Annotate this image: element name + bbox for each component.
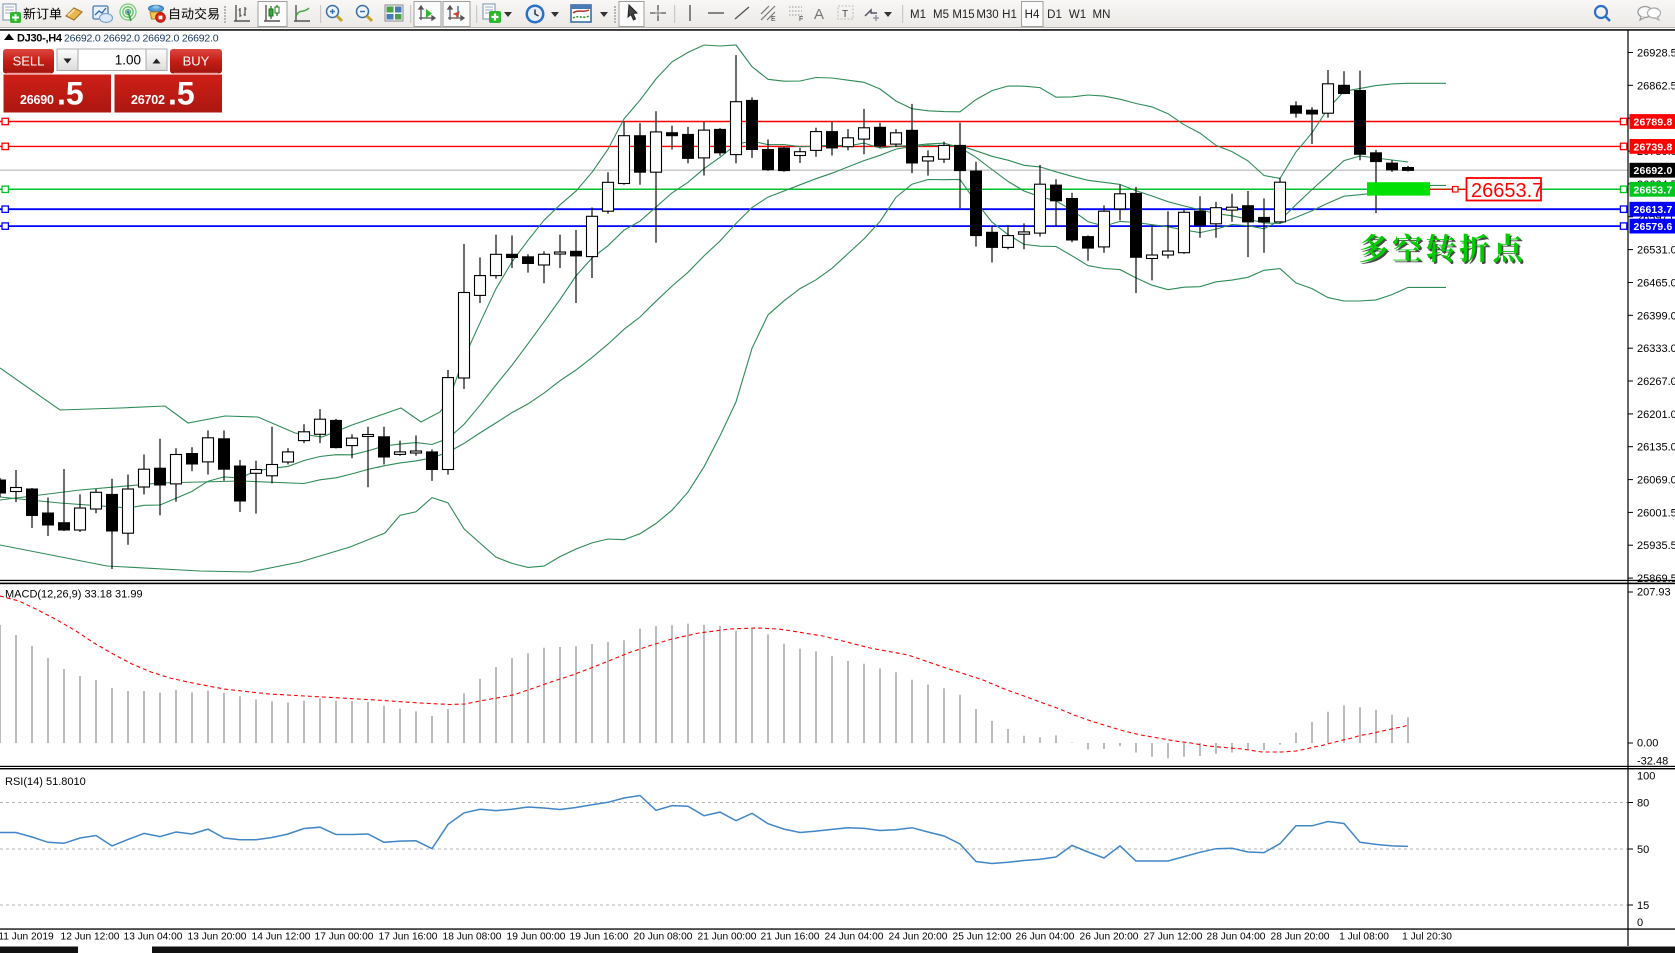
- svg-text:20 Jun 08:00: 20 Jun 08:00: [634, 932, 693, 943]
- svg-text:M15: M15: [952, 9, 974, 21]
- svg-text:W1: W1: [1069, 9, 1086, 21]
- svg-text:H4: H4: [1025, 9, 1040, 21]
- svg-text:BUY: BUY: [183, 54, 210, 69]
- svg-text:F: F: [799, 16, 803, 23]
- svg-text:M30: M30: [976, 9, 998, 21]
- svg-text:SELL: SELL: [13, 54, 45, 69]
- svg-text:24 Jun 04:00: 24 Jun 04:00: [825, 932, 884, 943]
- svg-text:21 Jun 00:00: 21 Jun 00:00: [698, 932, 757, 943]
- svg-text:25935.5: 25935.5: [1637, 540, 1675, 552]
- svg-text:12 Jun 12:00: 12 Jun 12:00: [61, 932, 120, 943]
- svg-text:28 Jun 04:00: 28 Jun 04:00: [1207, 932, 1266, 943]
- svg-text:17 Jun 00:00: 17 Jun 00:00: [315, 932, 374, 943]
- svg-text:26653.7: 26653.7: [1471, 180, 1543, 202]
- svg-text:.5: .5: [57, 76, 84, 112]
- svg-text:RSI(14) 51.8010: RSI(14) 51.8010: [5, 776, 86, 788]
- svg-text:26690: 26690: [20, 93, 54, 107]
- svg-text:M1: M1: [910, 9, 926, 21]
- svg-text:H1: H1: [1002, 9, 1017, 21]
- svg-text:26692.0: 26692.0: [1634, 166, 1673, 177]
- svg-text:26465.0: 26465.0: [1637, 278, 1675, 290]
- svg-text:19 Jun 16:00: 19 Jun 16:00: [570, 932, 629, 943]
- svg-text:25869.5: 25869.5: [1637, 573, 1675, 585]
- svg-text:26692.0 26692.0 26692.0 26692.: 26692.0 26692.0 26692.0 26692.0: [64, 33, 219, 45]
- svg-text:19 Jun 00:00: 19 Jun 00:00: [507, 932, 566, 943]
- svg-text:M5: M5: [933, 9, 949, 21]
- svg-text:0.00: 0.00: [1637, 738, 1658, 750]
- svg-text:1 Jul 08:00: 1 Jul 08:00: [1339, 932, 1389, 943]
- svg-text:26789.8: 26789.8: [1634, 118, 1673, 129]
- svg-text:A: A: [814, 6, 824, 23]
- svg-text:50: 50: [1637, 844, 1649, 856]
- svg-text:15: 15: [1637, 900, 1649, 912]
- svg-text:26531.0: 26531.0: [1637, 245, 1675, 257]
- svg-text:1 Jul 20:30: 1 Jul 20:30: [1402, 932, 1452, 943]
- svg-text:26613.7: 26613.7: [1634, 205, 1673, 216]
- svg-text:26333.0: 26333.0: [1637, 343, 1675, 355]
- svg-text:26739.8: 26739.8: [1634, 142, 1673, 153]
- svg-text:T: T: [842, 9, 848, 20]
- svg-text:26001.5: 26001.5: [1637, 507, 1675, 519]
- svg-text:26135.0: 26135.0: [1637, 442, 1675, 454]
- svg-text:100: 100: [1637, 770, 1655, 782]
- svg-text:26653.7: 26653.7: [1634, 185, 1673, 196]
- svg-text:207.93: 207.93: [1637, 587, 1671, 599]
- svg-text:26399.0: 26399.0: [1637, 310, 1675, 322]
- svg-text:26 Jun 20:00: 26 Jun 20:00: [1080, 932, 1139, 943]
- svg-text:MN: MN: [1093, 9, 1111, 21]
- svg-text:11 Jun 2019: 11 Jun 2019: [0, 932, 54, 943]
- svg-text:80: 80: [1637, 798, 1649, 810]
- svg-text:18 Jun 08:00: 18 Jun 08:00: [443, 932, 502, 943]
- svg-text:21 Jun 16:00: 21 Jun 16:00: [761, 932, 820, 943]
- svg-text:26 Jun 04:00: 26 Jun 04:00: [1016, 932, 1075, 943]
- svg-text:26201.0: 26201.0: [1637, 409, 1675, 421]
- svg-text:14 Jun 12:00: 14 Jun 12:00: [252, 932, 311, 943]
- svg-text:MACD(12,26,9) 33.18 31.99: MACD(12,26,9) 33.18 31.99: [5, 589, 143, 601]
- svg-text:26702: 26702: [131, 93, 165, 107]
- svg-text:13 Jun 20:00: 13 Jun 20:00: [188, 932, 247, 943]
- svg-text:26862.5: 26862.5: [1637, 80, 1675, 92]
- svg-text:-32.48: -32.48: [1637, 756, 1668, 768]
- svg-text:0: 0: [1637, 917, 1643, 929]
- svg-text:.5: .5: [168, 76, 195, 112]
- svg-text:28 Jun 20:00: 28 Jun 20:00: [1271, 932, 1330, 943]
- svg-text:25 Jun 12:00: 25 Jun 12:00: [953, 932, 1012, 943]
- svg-text:26579.6: 26579.6: [1634, 222, 1673, 233]
- svg-text:24 Jun 20:00: 24 Jun 20:00: [889, 932, 948, 943]
- svg-text:26928.5: 26928.5: [1637, 48, 1675, 60]
- svg-text:27 Jun 12:00: 27 Jun 12:00: [1144, 932, 1203, 943]
- svg-text:D1: D1: [1047, 9, 1062, 21]
- svg-text:DJ30-,H4: DJ30-,H4: [17, 33, 63, 45]
- svg-text:1.00: 1.00: [115, 53, 141, 68]
- svg-text:26069.0: 26069.0: [1637, 475, 1675, 487]
- svg-text:17 Jun 16:00: 17 Jun 16:00: [379, 932, 438, 943]
- svg-text:26267.0: 26267.0: [1637, 376, 1675, 388]
- svg-text:E: E: [771, 16, 776, 23]
- svg-text:13 Jun 04:00: 13 Jun 04:00: [124, 932, 183, 943]
